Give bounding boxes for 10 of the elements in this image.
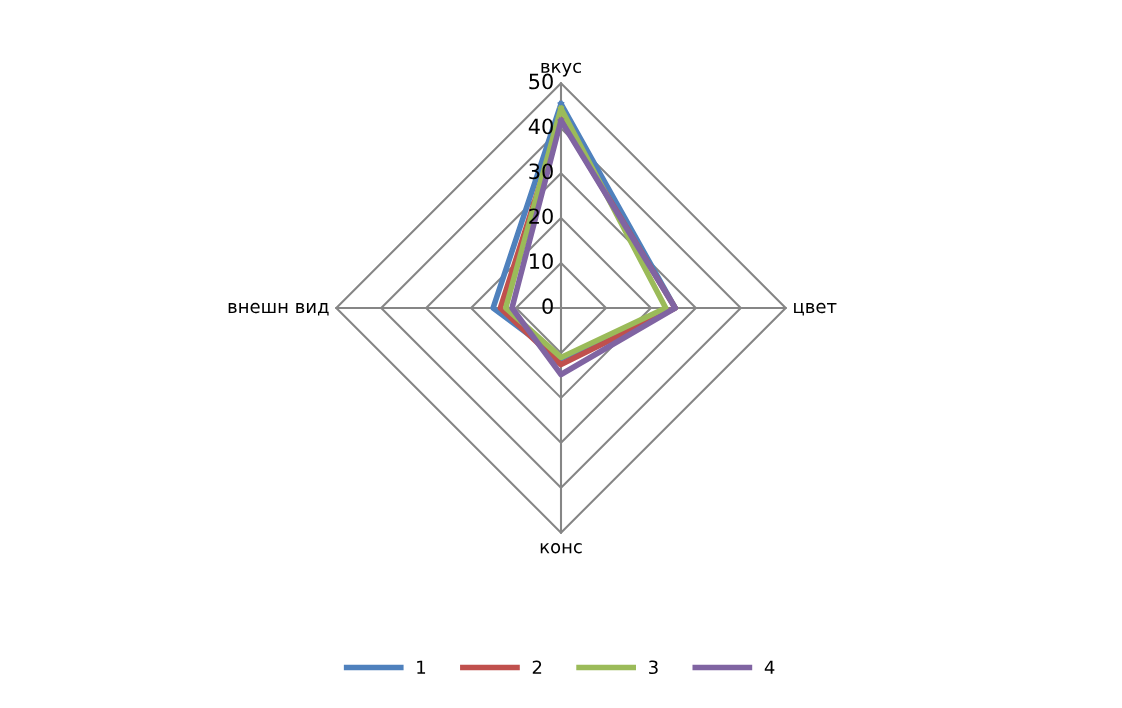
legend-label: 3 bbox=[649, 660, 658, 675]
spoke-label: конс bbox=[540, 543, 582, 554]
legend-label: 4 bbox=[764, 660, 775, 674]
y-tick-label: 0 bbox=[542, 298, 553, 315]
y-tick-label: 10 bbox=[530, 253, 553, 270]
spoke-label: цвет bbox=[794, 302, 837, 316]
spoke-label: внешн вид bbox=[228, 302, 329, 316]
legend-label: 1 bbox=[417, 660, 426, 674]
y-tick-label: 30 bbox=[529, 163, 553, 180]
legend-label: 2 bbox=[532, 660, 542, 674]
